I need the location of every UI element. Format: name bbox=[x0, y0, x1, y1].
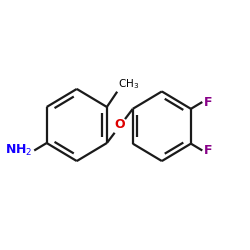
Text: F: F bbox=[204, 144, 212, 157]
Text: NH$_2$: NH$_2$ bbox=[5, 143, 32, 158]
Text: O: O bbox=[114, 118, 125, 131]
Text: F: F bbox=[204, 96, 212, 108]
Text: CH$_3$: CH$_3$ bbox=[118, 77, 140, 91]
